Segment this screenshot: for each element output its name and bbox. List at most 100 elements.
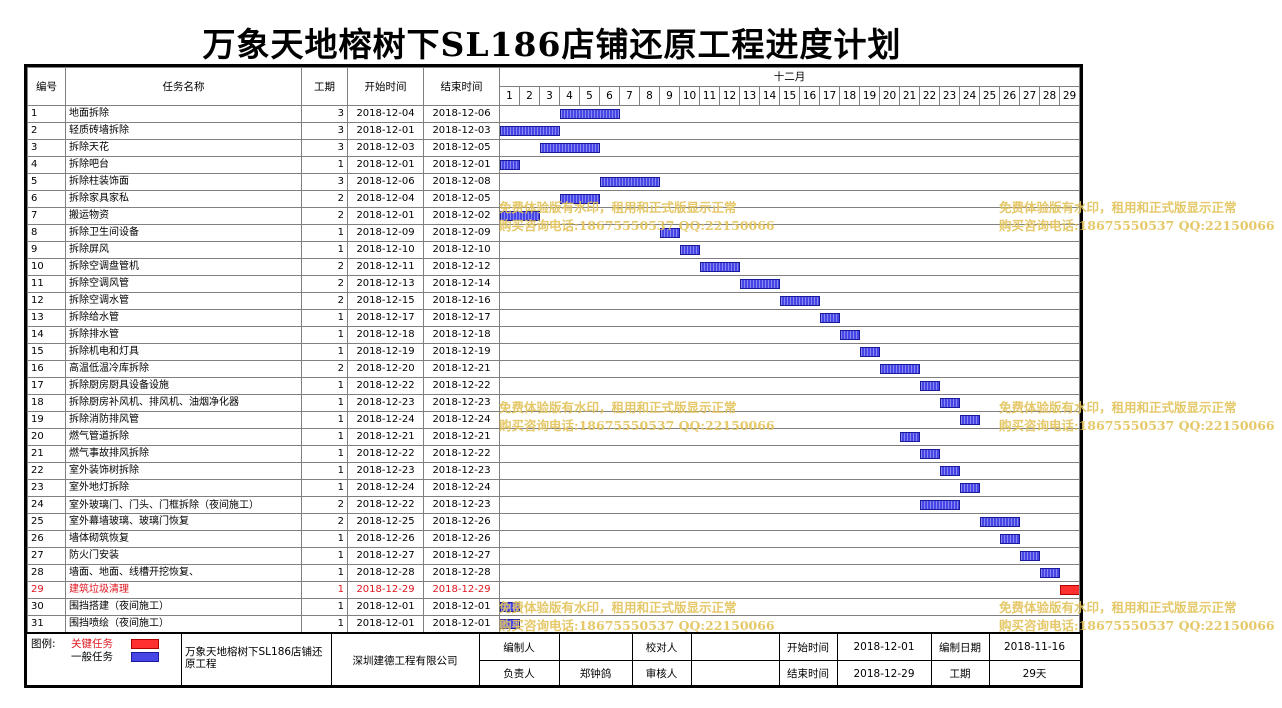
task-duration: 2 xyxy=(301,190,348,208)
day-header: 22 xyxy=(919,86,940,106)
task-start: 2018-12-18 xyxy=(347,326,424,344)
task-end: 2018-12-01 xyxy=(423,598,500,616)
task-row: 4 拆除吧台 1 2018-12-01 2018-12-01 xyxy=(27,156,1080,174)
task-name: 围挡喷绘（夜间施工） xyxy=(65,615,302,633)
task-row: 12 拆除空调水管 2 2018-12-15 2018-12-16 xyxy=(27,292,1080,310)
task-end: 2018-12-06 xyxy=(423,105,500,123)
task-name: 地面拆除 xyxy=(65,105,302,123)
task-end: 2018-12-05 xyxy=(423,190,500,208)
day-header: 21 xyxy=(899,86,920,106)
gantt-cell xyxy=(499,598,1080,616)
gantt-cell xyxy=(499,309,1080,327)
checker-value xyxy=(691,634,779,660)
gantt-cell xyxy=(499,292,1080,310)
day-header: 6 xyxy=(599,86,620,106)
task-id: 8 xyxy=(27,224,66,242)
task-duration: 1 xyxy=(301,615,348,633)
task-bar xyxy=(980,517,1020,527)
task-name: 室外玻璃门、门头、门框拆除（夜间施工） xyxy=(65,496,302,514)
task-end: 2018-12-22 xyxy=(423,445,500,463)
task-end: 2018-12-01 xyxy=(423,615,500,633)
task-start: 2018-12-04 xyxy=(347,105,424,123)
task-bar xyxy=(500,602,520,612)
task-start: 2018-12-29 xyxy=(347,581,424,599)
task-start: 2018-12-27 xyxy=(347,547,424,565)
task-end: 2018-12-02 xyxy=(423,207,500,225)
task-bar xyxy=(920,449,940,459)
day-header: 13 xyxy=(739,86,760,106)
task-id: 23 xyxy=(27,479,66,497)
task-duration: 3 xyxy=(301,105,348,123)
task-start: 2018-12-01 xyxy=(347,598,424,616)
critical-task-bar xyxy=(1060,585,1079,595)
task-end: 2018-12-09 xyxy=(423,224,500,242)
task-end: 2018-12-05 xyxy=(423,139,500,157)
legend-normal-label: 一般任务 xyxy=(71,650,113,663)
task-end: 2018-12-29 xyxy=(423,581,500,599)
task-bar xyxy=(680,245,700,255)
task-bar xyxy=(960,415,980,425)
day-header: 3 xyxy=(539,86,560,106)
task-id: 7 xyxy=(27,207,66,225)
task-row: 11 拆除空调风管 2 2018-12-13 2018-12-14 xyxy=(27,275,1080,293)
task-bar xyxy=(780,296,820,306)
owner-label: 负责人 xyxy=(503,668,535,680)
footer-info: 图例: 关键任务 一般任务 万象天地榕树下SL186店铺还原工程 深圳建德工程有… xyxy=(27,632,1080,687)
task-row: 17 拆除厨房厨具设备设施 1 2018-12-22 2018-12-22 xyxy=(27,377,1080,395)
task-id: 20 xyxy=(27,428,66,446)
task-bar xyxy=(560,194,600,204)
task-bar xyxy=(840,330,860,340)
task-start: 2018-12-19 xyxy=(347,343,424,361)
task-end: 2018-12-21 xyxy=(423,428,500,446)
task-start: 2018-12-01 xyxy=(347,156,424,174)
task-duration: 1 xyxy=(301,343,348,361)
task-id: 12 xyxy=(27,292,66,310)
task-name: 拆除机电和灯具 xyxy=(65,343,302,361)
task-id: 26 xyxy=(27,530,66,548)
gantt-cell xyxy=(499,615,1080,633)
task-row: 3 拆除天花 3 2018-12-03 2018-12-05 xyxy=(27,139,1080,157)
task-bar xyxy=(1040,568,1060,578)
task-row: 10 拆除空调盘管机 2 2018-12-11 2018-12-12 xyxy=(27,258,1080,276)
duration-value: 29天 xyxy=(1022,668,1047,680)
day-header: 12 xyxy=(719,86,740,106)
task-end: 2018-12-03 xyxy=(423,122,500,140)
task-id: 1 xyxy=(27,105,66,123)
task-id: 17 xyxy=(27,377,66,395)
day-header: 2 xyxy=(519,86,540,106)
task-name: 拆除消防排风管 xyxy=(65,411,302,429)
task-bar xyxy=(500,160,520,170)
task-bar xyxy=(540,143,600,153)
task-duration: 1 xyxy=(301,411,348,429)
task-duration: 2 xyxy=(301,258,348,276)
legend-normal-swatch xyxy=(131,652,159,662)
task-end: 2018-12-26 xyxy=(423,513,500,531)
task-bar xyxy=(920,500,960,510)
compiler-label: 编制人 xyxy=(503,641,535,654)
task-name: 防火门安装 xyxy=(65,547,302,565)
task-id: 13 xyxy=(27,309,66,327)
gantt-cell xyxy=(499,377,1080,395)
task-row: 6 拆除家具家私 2 2018-12-04 2018-12-05 xyxy=(27,190,1080,208)
task-start: 2018-12-01 xyxy=(347,615,424,633)
task-end: 2018-12-24 xyxy=(423,411,500,429)
task-id: 15 xyxy=(27,343,66,361)
task-start: 2018-12-01 xyxy=(347,207,424,225)
task-end: 2018-12-18 xyxy=(423,326,500,344)
legend-label: 图例: xyxy=(31,637,56,650)
task-end: 2018-12-12 xyxy=(423,258,500,276)
gantt-cell xyxy=(499,581,1080,599)
task-duration: 1 xyxy=(301,479,348,497)
day-header: 29 xyxy=(1059,86,1080,106)
task-duration: 1 xyxy=(301,598,348,616)
end-value: 2018-12-29 xyxy=(853,667,915,680)
task-end: 2018-12-23 xyxy=(423,394,500,412)
gantt-cell xyxy=(499,224,1080,242)
task-name: 燃气管道拆除 xyxy=(65,428,302,446)
day-header: 1 xyxy=(499,86,520,106)
task-name: 拆除屏风 xyxy=(65,241,302,259)
day-header: 10 xyxy=(679,86,700,106)
task-duration: 1 xyxy=(301,309,348,327)
task-end: 2018-12-27 xyxy=(423,547,500,565)
task-duration: 1 xyxy=(301,156,348,174)
